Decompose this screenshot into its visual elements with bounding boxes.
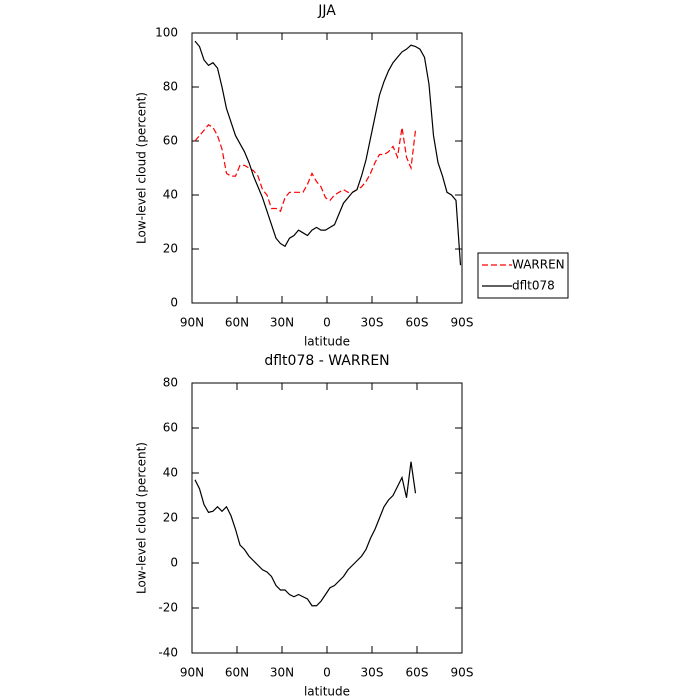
- y-tick-label: 40: [163, 466, 178, 480]
- y-tick-label: -20: [158, 601, 178, 615]
- x-tick-label: 30S: [361, 666, 384, 680]
- y-tick-label: 60: [163, 421, 178, 435]
- y-tick-label: 0: [170, 556, 178, 570]
- y-tick-label: 80: [163, 376, 178, 390]
- y-axis-label: Low-level cloud (percent): [135, 92, 149, 244]
- x-tick-label: 0: [323, 316, 331, 330]
- chart-title: dflt078 - WARREN: [264, 353, 389, 369]
- y-tick-label: 60: [163, 134, 178, 148]
- x-tick-label: 60S: [406, 316, 429, 330]
- legend-box: [477, 252, 569, 299]
- y-tick-label: 100: [155, 26, 178, 40]
- x-tick-label: 30N: [270, 316, 294, 330]
- y-tick-label: 0: [170, 296, 178, 310]
- y-tick-label: 20: [163, 511, 178, 525]
- x-tick-label: 60N: [225, 316, 249, 330]
- data-line: [194, 40, 462, 266]
- x-tick-label: 90S: [451, 666, 474, 680]
- x-tick-label: 90N: [180, 316, 204, 330]
- x-tick-label: 60N: [225, 666, 249, 680]
- x-axis-label: latitude: [304, 335, 350, 349]
- plot-frame: [191, 32, 463, 304]
- y-tick-label: 40: [163, 188, 178, 202]
- y-axis-label: Low-level cloud (percent): [135, 442, 149, 594]
- data-line: [194, 124, 417, 213]
- x-tick-label: 90S: [451, 316, 474, 330]
- legend-label: WARREN: [512, 258, 565, 272]
- x-tick-label: 90N: [180, 666, 204, 680]
- data-line: [194, 461, 417, 607]
- chart-title: JJA: [317, 3, 336, 19]
- y-tick-label: 20: [163, 242, 178, 256]
- x-axis-label: latitude: [304, 685, 350, 699]
- x-tick-label: 0: [323, 666, 331, 680]
- y-tick-label: 80: [163, 80, 178, 94]
- x-tick-label: 60S: [406, 666, 429, 680]
- x-tick-label: 30N: [270, 666, 294, 680]
- legend-label: dflt078: [512, 279, 555, 293]
- plot-frame: [191, 382, 463, 654]
- x-tick-label: 30S: [361, 316, 384, 330]
- y-tick-label: -40: [158, 646, 178, 660]
